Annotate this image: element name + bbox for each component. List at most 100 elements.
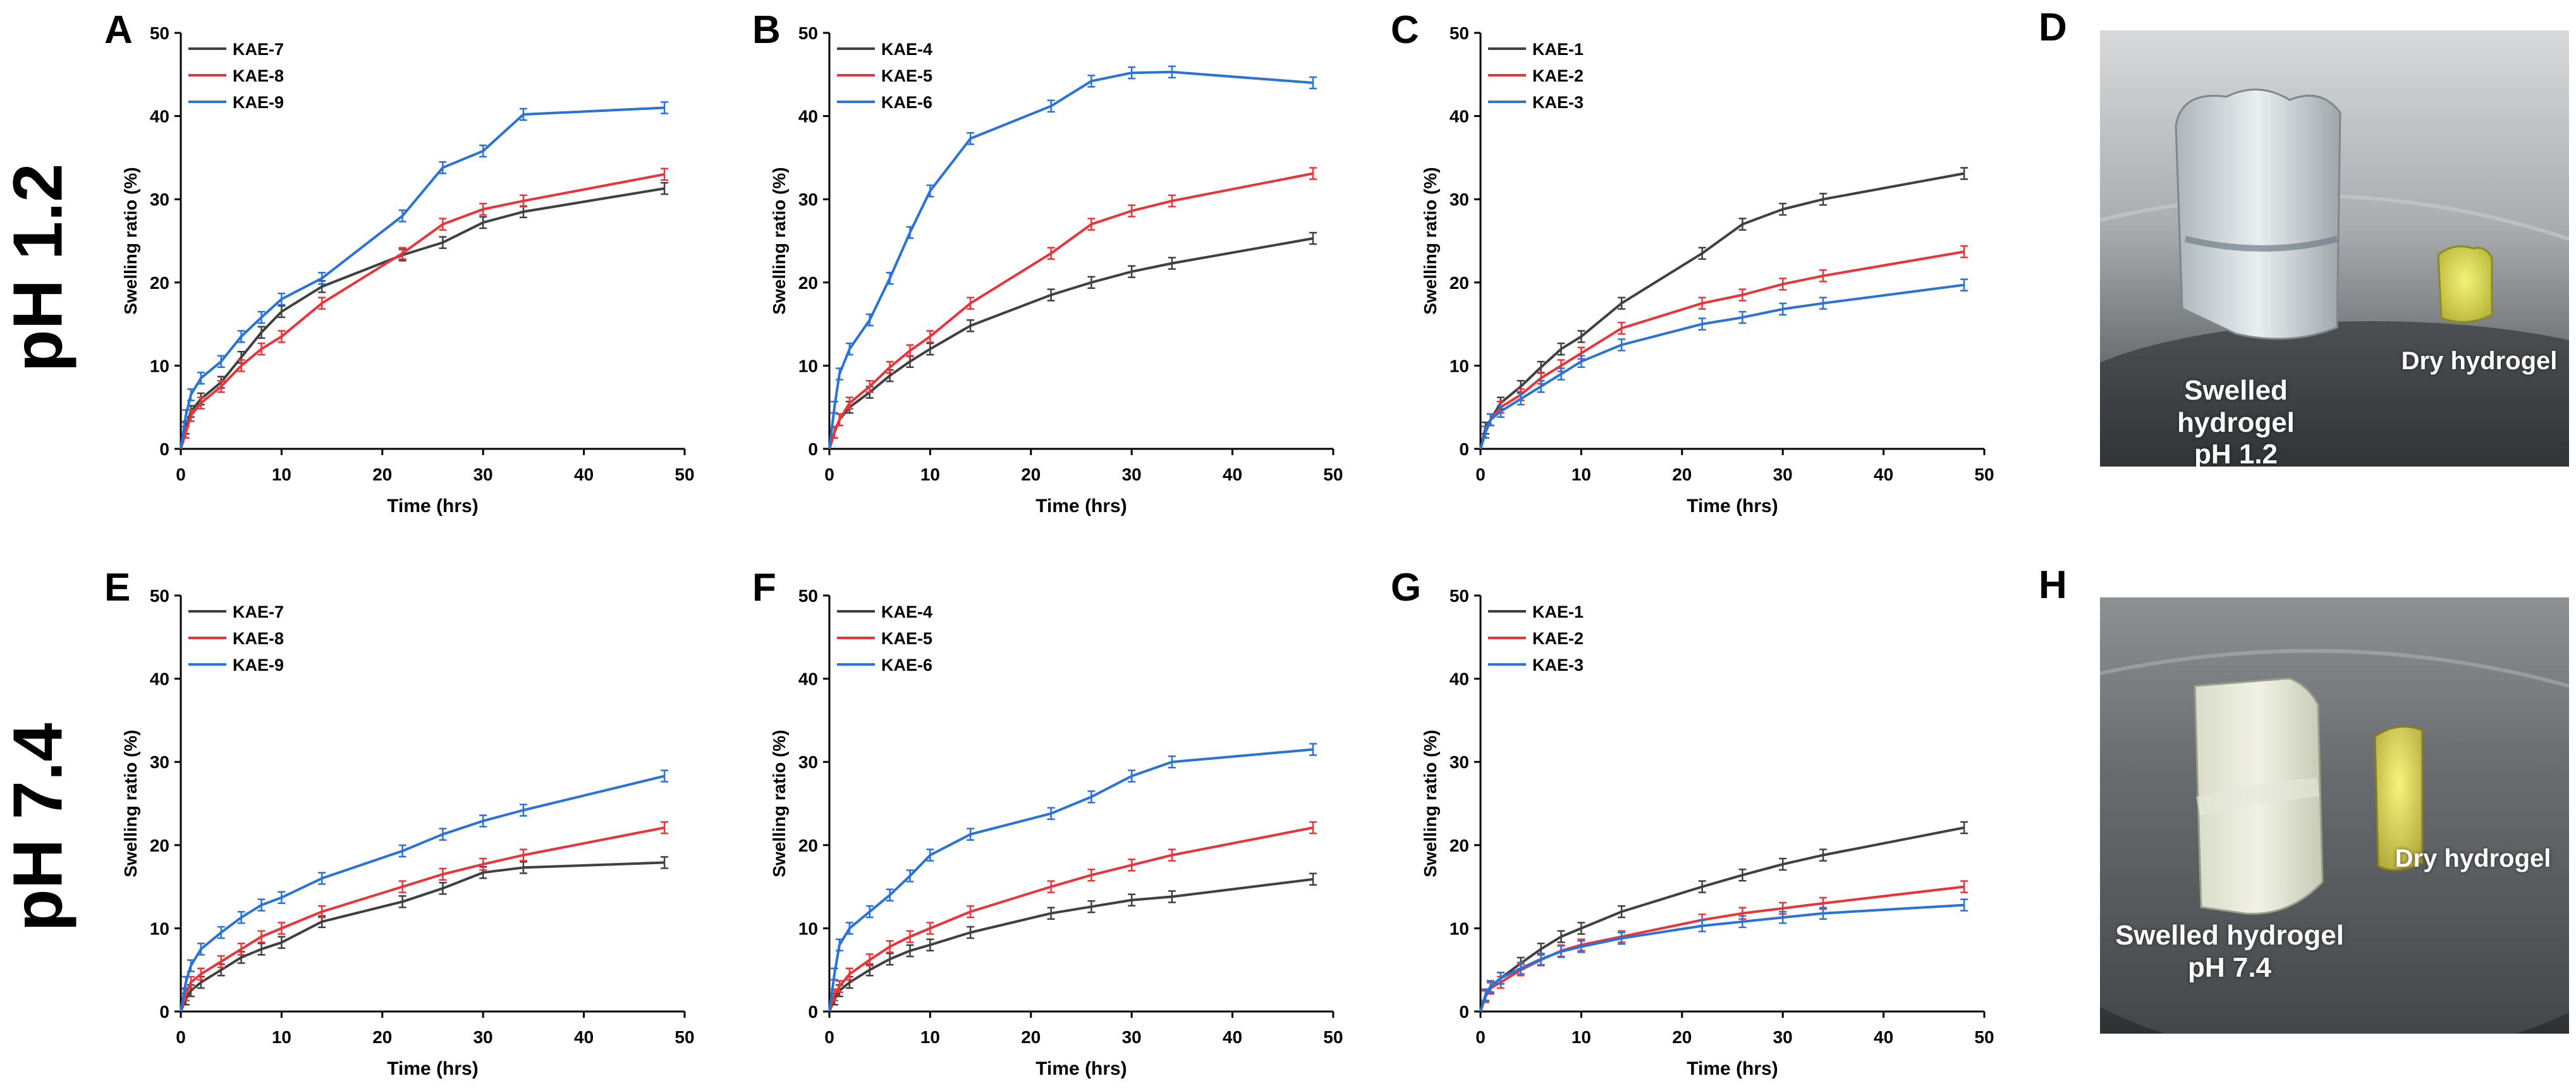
panel-f-x-tick-label: 10 bbox=[920, 1027, 940, 1047]
dry-hydrogel-label: Dry hydrogel bbox=[2401, 347, 2558, 375]
panel-c-legend-label: KAE-2 bbox=[1532, 66, 1584, 85]
panel-c-y-tick-label: 40 bbox=[1450, 107, 1469, 126]
panel-e-series-kae-7-line bbox=[180, 861, 665, 1012]
panel-b-legend-label: KAE-5 bbox=[881, 66, 932, 85]
panel-e-x-tick-label: 0 bbox=[176, 1027, 186, 1047]
panel-g-x-tick-label: 20 bbox=[1672, 1027, 1692, 1047]
panel-f-y-label: Swelling ratio (%) bbox=[769, 730, 789, 877]
panel-a-y-tick-label: 20 bbox=[150, 273, 169, 293]
panel-g-letter: G bbox=[1391, 566, 1421, 609]
panel-e-y-tick-label: 30 bbox=[150, 752, 169, 772]
panel-e-legend-label: KAE-8 bbox=[233, 629, 284, 648]
panel-e-y-label: Swelling ratio (%) bbox=[121, 730, 140, 877]
panel-b-legend-label: KAE-4 bbox=[881, 40, 932, 59]
panel-c-y-tick-label: 10 bbox=[1450, 356, 1469, 376]
panel-a-y-tick-label: 50 bbox=[150, 23, 169, 43]
panel-b-x-tick-label: 10 bbox=[920, 465, 940, 484]
panel-b-x-tick-label: 30 bbox=[1122, 465, 1142, 484]
panel-c-series-kae-2-line bbox=[1479, 250, 1965, 449]
panel-f-x-tick-label: 50 bbox=[1323, 1027, 1343, 1047]
panel-f-y-tick-label: 10 bbox=[798, 919, 818, 938]
panel-a-series-kae-9-line bbox=[180, 106, 665, 449]
panel-a-series-kae-8-line bbox=[180, 173, 665, 449]
panel-g-series-kae-1-line bbox=[1479, 826, 1965, 1012]
panel-c-x-label: Time (hrs) bbox=[1687, 496, 1778, 516]
panel-e-x-tick-label: 50 bbox=[675, 1027, 694, 1047]
panel-e-y-tick-label: 20 bbox=[150, 836, 169, 855]
panel-a-x-tick-label: 50 bbox=[675, 465, 694, 484]
panel-a-series-kae-7-line bbox=[180, 187, 665, 449]
panel-f-x-tick-label: 30 bbox=[1122, 1027, 1142, 1047]
panel-e-x-tick-label: 10 bbox=[272, 1027, 291, 1047]
panel-e-series-kae-8-line bbox=[180, 826, 665, 1012]
panel-a-y-tick-label: 40 bbox=[150, 107, 169, 126]
panel-f-x-tick-label: 20 bbox=[1021, 1027, 1041, 1047]
panel-e-y-tick-label: 10 bbox=[150, 919, 169, 938]
panel-g-y-tick-label: 20 bbox=[1450, 836, 1469, 855]
panel-letter-h: H bbox=[2039, 563, 2067, 607]
panel-e-x-tick-label: 20 bbox=[372, 1027, 392, 1047]
panel-f-legend-label: KAE-6 bbox=[881, 656, 932, 675]
panel-b-x-tick-label: 20 bbox=[1021, 465, 1041, 484]
panel-g-x-label: Time (hrs) bbox=[1687, 1058, 1778, 1079]
panel-b-x-label: Time (hrs) bbox=[1035, 496, 1126, 516]
panel-a-x-tick-label: 10 bbox=[272, 465, 291, 484]
panel-e-letter: E bbox=[104, 566, 130, 609]
panel-f-y-tick-label: 50 bbox=[798, 586, 818, 606]
panel-e-series-kae-9-line bbox=[180, 774, 665, 1012]
panel-c-series-kae-1-line bbox=[1479, 172, 1965, 449]
panel-b-letter: B bbox=[752, 8, 781, 52]
panel-b-x-tick-label: 40 bbox=[1223, 465, 1242, 484]
panel-f-x-tick-label: 40 bbox=[1223, 1027, 1242, 1047]
panel-f-legend-label: KAE-5 bbox=[881, 629, 932, 648]
panel-g-series-kae-2-line bbox=[1479, 885, 1965, 1012]
panel-b-y-tick-label: 20 bbox=[798, 273, 818, 293]
panel-e-x-label: Time (hrs) bbox=[387, 1058, 478, 1079]
panel-f-y-tick-label: 40 bbox=[798, 669, 818, 689]
panel-g-y-tick-label: 50 bbox=[1450, 586, 1469, 606]
panel-b-y-label: Swelling ratio (%) bbox=[769, 167, 789, 314]
panel-f-legend-label: KAE-4 bbox=[881, 602, 932, 621]
swelled-hydrogel-label-ph-7-4: Swelled hydrogel pH 7.4 bbox=[2115, 920, 2344, 983]
panel-g-y-label: Swelling ratio (%) bbox=[1420, 730, 1440, 877]
photo-panel-h: Swelled hydrogel pH 7.4 Dry hydrogel bbox=[2100, 597, 2569, 1034]
panel-c-series-kae-3-line bbox=[1479, 283, 1965, 449]
panel-b-y-tick-label: 30 bbox=[798, 190, 818, 209]
panel-e-y-tick-label: 40 bbox=[150, 669, 169, 689]
panel-b-x-tick-label: 50 bbox=[1323, 465, 1343, 484]
panel-f-x-tick-label: 0 bbox=[824, 1027, 834, 1047]
panel-a-x-tick-label: 20 bbox=[372, 465, 392, 484]
panel-e-legend-label: KAE-9 bbox=[233, 656, 284, 675]
hydrogel-photo-ph-7-4 bbox=[2100, 597, 2569, 1034]
panel-c-y-tick-label: 50 bbox=[1450, 23, 1469, 43]
panel-a-y-tick-label: 30 bbox=[150, 190, 169, 209]
panel-g-y-tick-label: 40 bbox=[1450, 669, 1469, 689]
panel-b-y-tick-label: 10 bbox=[798, 356, 818, 376]
panel-b-series-kae-5-line bbox=[828, 172, 1314, 449]
panel-a-legend-label: KAE-7 bbox=[233, 40, 284, 59]
panel-a-x-tick-label: 0 bbox=[176, 465, 186, 484]
panel-a-legend-label: KAE-9 bbox=[233, 93, 284, 112]
panel-c-y-tick-label: 30 bbox=[1450, 190, 1469, 209]
panel-g-legend-label: KAE-1 bbox=[1532, 602, 1584, 621]
panel-f-series-kae-6-line bbox=[828, 748, 1314, 1012]
swelled-hydrogel-label: Swelled hydrogel pH 1.2 bbox=[2177, 375, 2295, 467]
panel-c-x-tick-label: 30 bbox=[1773, 465, 1793, 484]
panel-g-x-tick-label: 30 bbox=[1773, 1027, 1793, 1047]
panel-b-series-kae-6-line bbox=[828, 70, 1314, 449]
panel-f-y-tick-label: 0 bbox=[808, 1002, 818, 1022]
panel-c-letter: C bbox=[1391, 8, 1419, 52]
panel-g-x-tick-label: 10 bbox=[1572, 1027, 1591, 1047]
panel-letter-d: D bbox=[2039, 6, 2067, 49]
panel-g-legend-label: KAE-3 bbox=[1532, 656, 1584, 675]
panel-c-x-tick-label: 40 bbox=[1874, 465, 1893, 484]
panel-b-series-kae-4-line bbox=[828, 237, 1314, 449]
panel-g-series-kae-3-line bbox=[1479, 903, 1965, 1012]
panel-c-x-tick-label: 20 bbox=[1672, 465, 1692, 484]
panel-f-letter: F bbox=[752, 566, 776, 609]
dry-hydrogel-label-ph-7-4: Dry hydrogel bbox=[2395, 845, 2551, 872]
panel-g-legend-label: KAE-2 bbox=[1532, 629, 1584, 648]
panel-a-y-label: Swelling ratio (%) bbox=[121, 167, 140, 314]
photo-panel-d: Swelled hydrogel pH 1.2 Dry hydrogel bbox=[2100, 30, 2569, 467]
